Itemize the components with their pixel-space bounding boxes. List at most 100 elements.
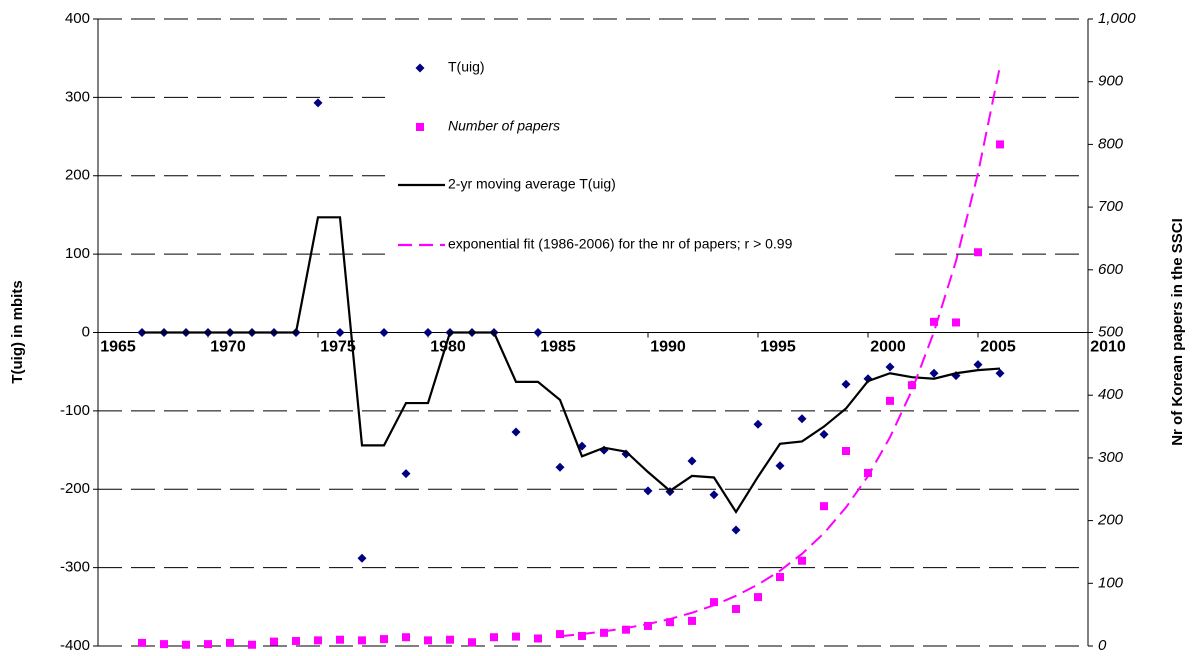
y2-tick-label: 500 xyxy=(1098,323,1124,340)
point xyxy=(754,593,762,602)
point xyxy=(622,625,630,634)
point xyxy=(511,427,521,437)
point xyxy=(533,328,543,337)
y-tick-label: -200 xyxy=(60,480,90,497)
point xyxy=(666,618,674,627)
point xyxy=(688,616,696,625)
fit-line xyxy=(559,65,1001,638)
point xyxy=(842,447,850,456)
line xyxy=(142,216,1001,515)
x-tick-label: 2005 xyxy=(980,339,1016,356)
y-tick-label: 0 xyxy=(82,323,90,340)
point xyxy=(930,317,938,326)
point xyxy=(248,640,256,649)
point xyxy=(952,318,960,327)
point xyxy=(776,573,784,582)
point xyxy=(600,628,608,637)
y2-tick-label: 600 xyxy=(1098,261,1124,278)
point xyxy=(490,633,498,642)
point xyxy=(270,637,278,646)
point xyxy=(182,640,190,649)
x-tick-label: 1980 xyxy=(430,339,466,356)
x-tick-label: 2010 xyxy=(1090,339,1126,356)
y2-tick-label: 900 xyxy=(1098,73,1124,90)
y-tick-label: -400 xyxy=(60,637,90,654)
y-axis-title: T(uig) in mbits xyxy=(9,280,26,383)
point xyxy=(380,635,388,644)
point xyxy=(292,636,300,645)
legend-label: exponential fit (1986-2006) for the nr o… xyxy=(448,236,793,252)
point xyxy=(643,486,653,496)
point xyxy=(226,638,234,647)
y2-tick-label: 300 xyxy=(1098,449,1124,466)
legend-swatch xyxy=(416,123,424,131)
legend-label: T(uig) xyxy=(448,59,485,75)
x-tick-label: 1975 xyxy=(320,339,356,356)
legend-label: Number of papers xyxy=(448,118,560,134)
point xyxy=(820,502,828,511)
y-tick-label: 200 xyxy=(65,167,90,184)
point xyxy=(710,598,718,607)
y2-tick-label: 200 xyxy=(1097,512,1124,529)
point xyxy=(974,248,982,257)
y2-axis-title: Nr of Korean papers in the SSCI xyxy=(1169,218,1186,446)
legend-label: 2-yr moving average T(uig) xyxy=(448,176,616,192)
x-tick-label: 2000 xyxy=(870,339,906,356)
point xyxy=(731,525,741,535)
point xyxy=(423,328,433,337)
y-tick-label: -300 xyxy=(60,559,90,576)
point xyxy=(138,638,146,647)
x-tick-label: 1965 xyxy=(100,339,136,356)
point xyxy=(775,461,785,471)
point xyxy=(687,456,697,466)
y-tick-label: 400 xyxy=(65,10,90,27)
y-tick-label: -100 xyxy=(60,402,90,419)
point xyxy=(885,362,895,372)
y2-tick-label: 0 xyxy=(1098,637,1107,654)
point xyxy=(402,633,410,642)
point xyxy=(534,634,542,643)
y2-tick-label: 400 xyxy=(1098,386,1124,403)
y2-tick-label: 1,000 xyxy=(1098,10,1136,27)
point xyxy=(841,379,851,389)
x-tick-label: 1985 xyxy=(540,339,576,356)
point xyxy=(886,396,894,405)
point xyxy=(379,328,389,337)
x-tick-label: 1970 xyxy=(210,339,246,356)
point xyxy=(819,429,829,439)
point xyxy=(512,632,520,641)
point xyxy=(424,636,432,645)
point xyxy=(578,631,586,640)
point xyxy=(336,635,344,644)
point xyxy=(973,360,983,370)
legend-box xyxy=(385,45,895,263)
point xyxy=(929,368,939,378)
point xyxy=(995,368,1005,378)
y-tick-label: 100 xyxy=(65,245,90,262)
x-tick-label: 1995 xyxy=(760,339,796,356)
point xyxy=(160,640,168,649)
point xyxy=(358,636,366,645)
point xyxy=(313,98,323,108)
point xyxy=(401,469,411,479)
point xyxy=(204,640,212,649)
point xyxy=(798,556,806,565)
x-tick-label: 1990 xyxy=(650,339,686,356)
legend-swatch xyxy=(415,63,425,73)
y2-tick-label: 700 xyxy=(1098,198,1124,215)
point xyxy=(468,638,476,647)
point xyxy=(709,490,719,500)
point xyxy=(732,605,740,614)
y-tick-label: 300 xyxy=(65,88,90,105)
point xyxy=(446,635,454,644)
point xyxy=(555,462,565,472)
point xyxy=(644,621,652,630)
point xyxy=(797,414,807,424)
point xyxy=(335,328,345,337)
y2-tick-label: 800 xyxy=(1098,135,1124,152)
point xyxy=(314,636,322,645)
point xyxy=(864,468,872,477)
point xyxy=(556,630,564,639)
point xyxy=(996,140,1004,149)
